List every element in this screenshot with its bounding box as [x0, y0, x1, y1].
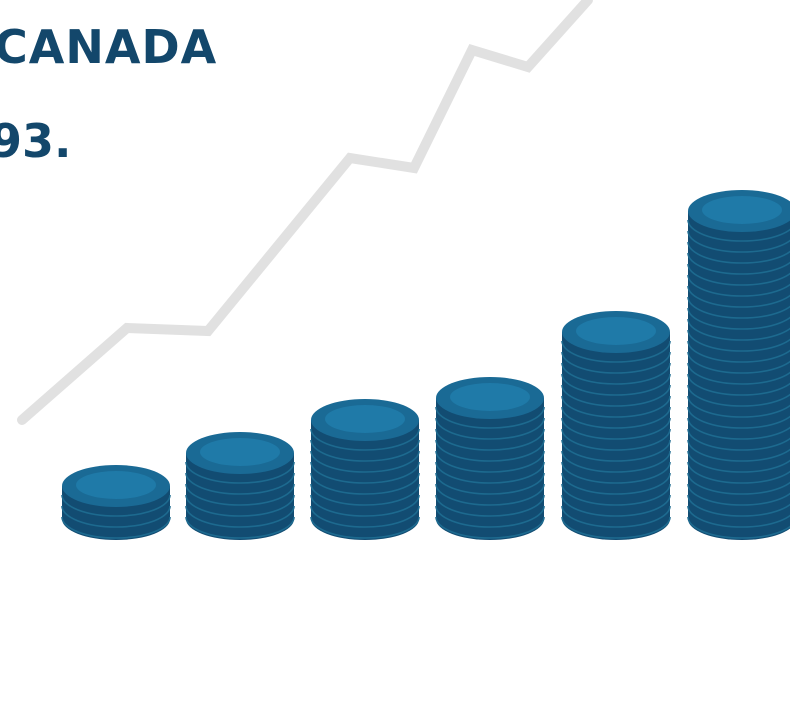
coin: [310, 483, 420, 506]
coin: [435, 417, 545, 440]
coin: [687, 340, 790, 363]
coin-stack: [310, 399, 420, 540]
coin: [310, 461, 420, 484]
coin: [687, 461, 790, 484]
headline-line-2: 93.: [0, 114, 72, 168]
coin: [687, 450, 790, 473]
coin: [687, 483, 790, 506]
coin: [435, 516, 545, 539]
coin: [435, 428, 545, 451]
coin: [561, 417, 671, 440]
coin: [687, 296, 790, 319]
coin-stack: [561, 311, 671, 540]
coin: [561, 428, 671, 451]
coin: [310, 516, 420, 539]
coin: [561, 384, 671, 407]
coin: [310, 505, 420, 528]
coin: [687, 241, 790, 264]
coin: [435, 406, 545, 429]
coin: [561, 395, 671, 418]
coin: [687, 263, 790, 286]
coin: [561, 439, 671, 462]
coin: [687, 373, 790, 396]
coin: [310, 450, 420, 473]
coin: [687, 428, 790, 451]
coin: [435, 494, 545, 517]
coin: [561, 340, 671, 363]
coin: [561, 516, 671, 539]
coin: [687, 252, 790, 275]
coin: [687, 362, 790, 385]
coin: [687, 417, 790, 440]
coin: [561, 461, 671, 484]
coin: [687, 230, 790, 253]
coin: [687, 516, 790, 539]
coin-stack: [435, 377, 545, 540]
coin-stacks: [61, 190, 790, 540]
coin: [61, 494, 171, 517]
trend-line: [17, 0, 593, 425]
coin: [561, 406, 671, 429]
coin-stack: [61, 465, 171, 540]
coin: [687, 384, 790, 407]
coin-stack: [687, 190, 790, 540]
coin: [687, 395, 790, 418]
coin: [435, 461, 545, 484]
coin: [561, 450, 671, 473]
coin: [687, 318, 790, 341]
coin: [561, 362, 671, 385]
coin: [61, 505, 171, 528]
coin: [561, 472, 671, 495]
coin-stack: [185, 432, 295, 540]
coin: [687, 494, 790, 517]
coin: [310, 439, 420, 462]
coin: [310, 428, 420, 451]
coin: [687, 307, 790, 330]
coin: [561, 483, 671, 506]
coin: [61, 516, 171, 539]
coin: [687, 274, 790, 297]
coin: [185, 461, 295, 484]
coin: [435, 483, 545, 506]
coin: [435, 505, 545, 528]
coin: [185, 494, 295, 517]
coin: [687, 329, 790, 352]
coin: [435, 450, 545, 473]
coin: [310, 494, 420, 517]
coin: [687, 219, 790, 242]
coin: [687, 406, 790, 429]
coin: [687, 472, 790, 495]
coin: [185, 472, 295, 495]
coin: [687, 439, 790, 462]
coin: [185, 483, 295, 506]
headline-line-1: CANADA: [0, 20, 218, 74]
coin: [561, 373, 671, 396]
coin: [310, 472, 420, 495]
coin: [687, 285, 790, 308]
coin: [561, 505, 671, 528]
coin: [435, 472, 545, 495]
coin: [185, 516, 295, 539]
coin: [561, 351, 671, 374]
coin: [561, 494, 671, 517]
coin: [185, 505, 295, 528]
coin: [687, 351, 790, 374]
coin: [435, 439, 545, 462]
coin: [687, 505, 790, 528]
